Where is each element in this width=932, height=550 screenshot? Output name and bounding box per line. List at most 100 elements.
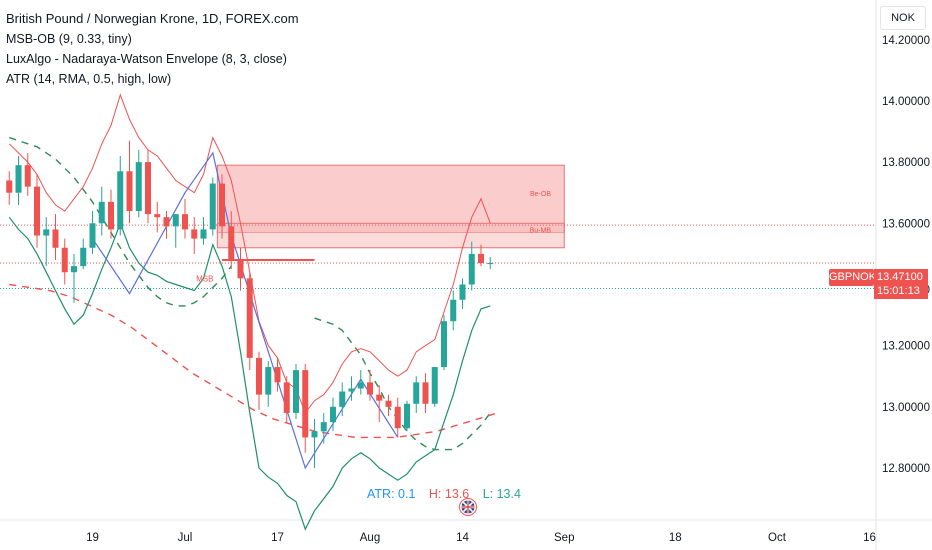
candle xyxy=(404,400,410,432)
candle-body xyxy=(209,183,216,230)
upper-band-line xyxy=(8,93,491,414)
candle-body xyxy=(172,214,179,227)
candle xyxy=(61,238,68,285)
candle xyxy=(71,253,77,303)
last-price: 13.47100 xyxy=(877,271,923,283)
candle-body xyxy=(108,201,114,230)
price-tick-label: 13.80000 xyxy=(882,157,930,169)
atr-value: ATR: 0.1 xyxy=(367,487,416,501)
candle-body xyxy=(404,403,410,429)
time-tick-label: Sep xyxy=(554,532,574,544)
candle xyxy=(117,156,124,236)
candle-body xyxy=(237,260,244,279)
candle xyxy=(367,370,373,401)
candle-body xyxy=(117,171,124,230)
symbol-title[interactable]: British Pound / Norwegian Krone, 1D, FOR… xyxy=(6,11,299,26)
candle xyxy=(376,385,383,423)
candle xyxy=(468,241,475,291)
candle xyxy=(228,211,235,270)
time-tick-label: 16 xyxy=(863,532,876,544)
candle xyxy=(348,376,355,401)
candle-body xyxy=(256,357,262,395)
time-tick-label: Aug xyxy=(360,532,380,544)
candle xyxy=(450,290,457,331)
chart-legend: British Pound / Norwegian Krone, 1D, FOR… xyxy=(6,9,299,89)
candle xyxy=(237,247,244,291)
candle-body xyxy=(357,382,364,389)
candle-body xyxy=(293,370,299,413)
candle-body xyxy=(61,247,68,273)
candle-body xyxy=(339,391,346,407)
price-tick-label: 14.20000 xyxy=(882,35,930,47)
candle xyxy=(98,186,105,236)
candle-body xyxy=(330,406,336,423)
time-tick-label: 19 xyxy=(86,532,99,544)
candle-body xyxy=(24,165,31,187)
candle xyxy=(135,149,142,218)
bu-mb-zone xyxy=(216,222,565,249)
candle xyxy=(172,214,179,248)
candle-body xyxy=(274,367,281,383)
candle xyxy=(441,315,447,371)
candle xyxy=(459,278,466,309)
candle xyxy=(320,412,327,444)
candle-body xyxy=(145,162,151,215)
candle xyxy=(145,149,151,224)
candle-body xyxy=(80,247,87,267)
candle-body xyxy=(15,165,22,193)
atr-readout: ATR: 0.1 H: 13.6 L: 13.4 xyxy=(367,487,531,501)
indicator-msb-ob[interactable]: MSB-OB (9, 0.33, tiny) xyxy=(6,32,132,46)
candle-body xyxy=(34,186,40,236)
indicator-nadaraya-watson[interactable]: LuxAlgo - Nadaraya-Watson Envelope (8, 3… xyxy=(6,52,287,66)
be-ob-zone xyxy=(216,164,565,233)
candle xyxy=(311,419,318,468)
indicator-atr[interactable]: ATR (14, RMA, 0.5, high, low) xyxy=(6,72,172,86)
candle xyxy=(385,394,392,416)
candle-body xyxy=(468,253,475,285)
currency-button[interactable]: NOK xyxy=(880,6,926,30)
candle-body xyxy=(228,226,235,260)
time-tick-label: 14 xyxy=(456,532,469,544)
uk-flag-icon[interactable] xyxy=(459,498,477,516)
candle-body xyxy=(246,278,253,358)
msb-label: MSB xyxy=(196,274,213,283)
candle xyxy=(209,177,216,236)
candle-body xyxy=(191,229,198,239)
candle-body xyxy=(376,394,383,401)
candle xyxy=(154,201,161,233)
candle-body xyxy=(126,171,133,212)
candle-body xyxy=(450,299,457,322)
candle xyxy=(256,351,262,410)
price-tick-label: 14.00000 xyxy=(882,96,930,108)
candle xyxy=(422,373,429,413)
candle xyxy=(52,214,59,260)
candle xyxy=(126,140,133,224)
candle-body xyxy=(163,217,170,227)
candle-body xyxy=(182,214,188,230)
candle xyxy=(283,376,290,423)
atr-high: H: 13.6 xyxy=(428,487,470,501)
lower-envelope-dashed xyxy=(9,283,498,439)
candle xyxy=(246,272,253,371)
candle xyxy=(89,211,96,254)
candle-body xyxy=(320,422,327,432)
lower-band-line xyxy=(8,216,491,531)
candle-body xyxy=(385,400,392,407)
candle-body xyxy=(265,367,272,395)
candle-body xyxy=(311,431,318,438)
candle-body xyxy=(89,223,96,248)
candle xyxy=(293,364,299,420)
candle-body xyxy=(394,406,401,429)
candle xyxy=(219,174,225,239)
candle-body xyxy=(431,367,438,404)
candle-body xyxy=(348,388,355,392)
candle-body xyxy=(154,214,161,218)
atr-low: L: 13.4 xyxy=(482,487,521,501)
candle xyxy=(265,360,272,407)
time-tick-label: Jul xyxy=(178,532,193,544)
candle xyxy=(330,397,336,432)
candle xyxy=(15,156,22,205)
candle-body xyxy=(98,201,105,224)
candle xyxy=(413,376,420,413)
candle xyxy=(478,244,484,267)
